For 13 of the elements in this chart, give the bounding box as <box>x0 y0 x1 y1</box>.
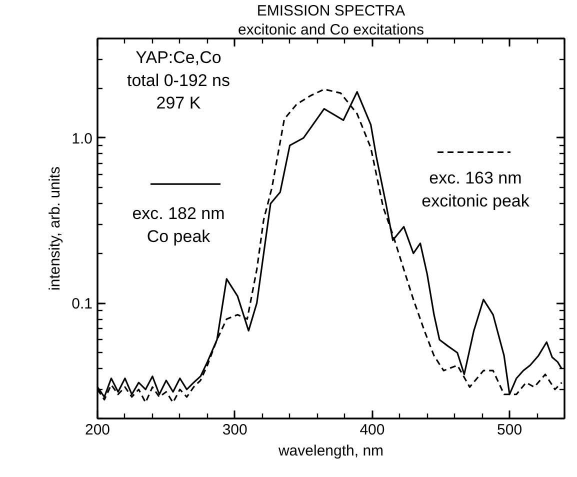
x-tick-label: 200 <box>84 422 110 438</box>
y-tick-label: 1.0 <box>72 130 93 148</box>
chart-title: EMISSION SPECTRA <box>256 2 406 20</box>
chart-subtitle: excitonic and Co excitations <box>238 22 424 38</box>
x-tick-label: 500 <box>497 422 522 438</box>
x-tick-label: 300 <box>222 422 248 438</box>
x-tick-label: 400 <box>360 422 385 438</box>
y-axis-title: intensity, arb. units <box>46 166 64 290</box>
y-tick-label: 0.1 <box>72 296 93 313</box>
legend-label: exc. 182 nm Co peak <box>132 204 225 246</box>
annotation: YAP:Ce,Co total 0-192 ns 297 K <box>126 48 230 113</box>
x-axis-title: wavelength, nm <box>277 442 384 460</box>
legend-label: exc. 163 nm excitonic peak <box>422 168 530 211</box>
